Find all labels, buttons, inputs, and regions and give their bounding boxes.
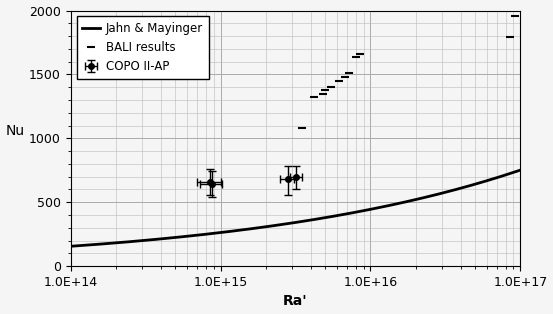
Jahn & Mayinger xyxy=(342,212,349,216)
BALI results xyxy=(512,14,518,18)
Jahn & Mayinger xyxy=(333,214,340,218)
BALI results xyxy=(353,55,359,58)
BALI results xyxy=(336,79,343,83)
BALI results xyxy=(299,126,305,130)
BALI results xyxy=(328,85,335,89)
BALI results xyxy=(342,75,348,79)
BALI results xyxy=(507,35,513,39)
Jahn & Mayinger xyxy=(335,214,342,217)
Y-axis label: Nu: Nu xyxy=(6,124,25,138)
BALI results xyxy=(346,71,352,75)
BALI results xyxy=(311,95,317,99)
BALI results xyxy=(322,88,328,92)
BALI results xyxy=(357,52,363,56)
Legend: Jahn & Mayinger, BALI results, COPO II-AP: Jahn & Mayinger, BALI results, COPO II-A… xyxy=(76,16,209,79)
X-axis label: Ra': Ra' xyxy=(283,295,308,308)
Jahn & Mayinger xyxy=(446,189,453,193)
Jahn & Mayinger xyxy=(67,244,74,248)
Jahn & Mayinger xyxy=(517,168,524,172)
BALI results xyxy=(319,92,326,95)
Jahn & Mayinger xyxy=(475,181,482,185)
Line: Jahn & Mayinger: Jahn & Mayinger xyxy=(71,170,520,246)
Line: BALI results: BALI results xyxy=(298,12,519,132)
Jahn & Mayinger xyxy=(69,244,75,248)
